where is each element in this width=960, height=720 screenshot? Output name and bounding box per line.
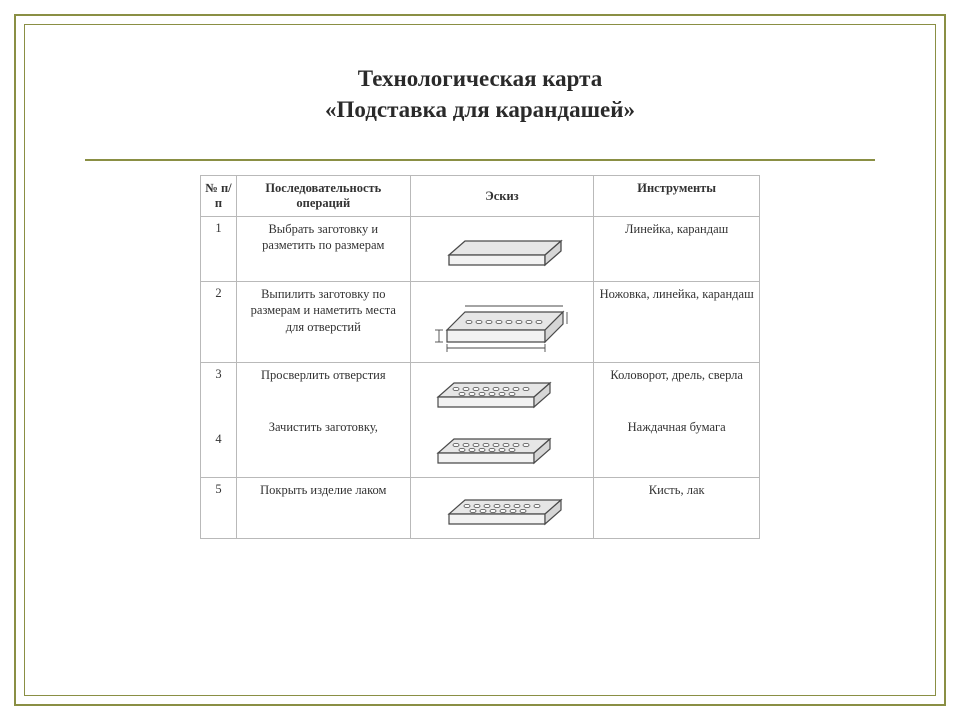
cell-tools: Коловорот, дрель, сверла Наждачная бумаг… [594,363,760,477]
cell-op: Выбрать заготовку и разметить по размера… [237,217,411,281]
cell-tools: Кисть, лак [594,478,760,538]
cell-sketch [411,363,595,477]
sketch-holes-icon [427,482,577,534]
title-line-1: Технологическая карта [325,63,635,94]
cell-num: 1 [201,217,237,281]
table-row: 5 Покрыть изделие лаком [201,478,760,539]
page-title: Технологическая карта «Подставка для кар… [325,63,635,125]
col-header-num: № п/п [201,176,237,216]
cell-sketch [411,282,595,362]
cell-op: Просверлить отверстия Зачистить заготовк… [237,363,411,477]
process-table: № п/п Последовательность операций Эскиз … [200,175,760,539]
cell-tools: Линейка, карандаш [594,217,760,281]
table-header-row: № п/п Последовательность операций Эскиз … [201,176,760,217]
col-header-op: Последовательность операций [237,176,411,216]
cell-tools: Ножовка, линейка, карандаш [594,282,760,362]
title-line-2: «Подставка для карандашей» [325,94,635,125]
cell-op: Выпилить заготовку по размерам и наметит… [237,282,411,362]
sketch-plain-icon [427,221,577,277]
sketch-holes-icon [416,367,566,417]
table-row: 1 Выбрать заготовку и разметить по разме… [201,217,760,282]
table-row: 3 4 Просверлить отверстия Зачистить заго… [201,363,760,478]
col-header-sketch: Эскиз [411,176,595,216]
sketch-holes-icon [416,423,566,473]
cell-num: 5 [201,478,237,538]
horizontal-rule [85,159,875,161]
cell-num: 3 4 [201,363,237,477]
cell-sketch [411,217,595,281]
cell-sketch [411,478,595,538]
sketch-dims-icon [417,286,587,358]
table-row: 2 Выпилить заготовку по размерам и намет… [201,282,760,363]
cell-op: Покрыть изделие лаком [237,478,411,538]
col-header-tools: Инструменты [594,176,760,216]
cell-num: 2 [201,282,237,362]
